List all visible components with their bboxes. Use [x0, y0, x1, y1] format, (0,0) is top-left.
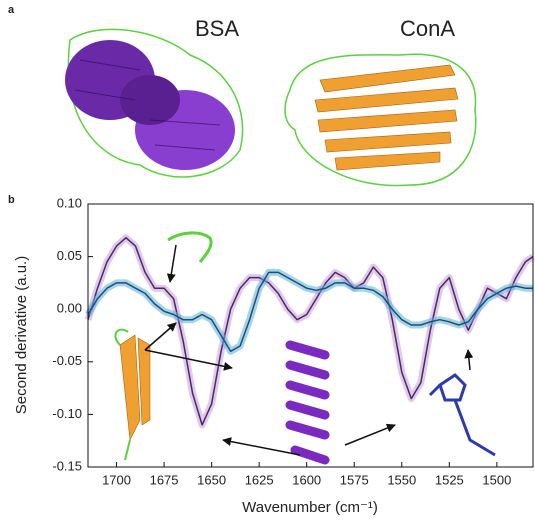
plot: -0.15 -0.10 -0.05 0.00 0.05 0.10 1700 1675 1650 1…	[52, 195, 535, 487]
x-tick-label: 1625	[245, 472, 274, 487]
x-tick-label: 1525	[435, 472, 464, 487]
y-tick-label: -0.05	[52, 353, 82, 368]
cona-structure	[284, 53, 477, 187]
structure-label: ConA	[400, 16, 455, 41]
x-tick-label: 1675	[150, 472, 179, 487]
y-tick-label: 0.00	[57, 301, 82, 316]
y-tick-label: -0.10	[52, 406, 82, 421]
y-tick-label: 0.10	[57, 195, 82, 210]
error-band	[84, 234, 535, 429]
plot-frame	[87, 203, 534, 468]
x-tick-label: 1700	[102, 472, 131, 487]
structure-label: BSA	[195, 16, 239, 41]
panel-label: b	[8, 194, 15, 206]
series-line	[87, 271, 533, 353]
y-tick-label: 0.05	[57, 248, 82, 263]
panel-label: a	[8, 4, 15, 16]
bsa-structure	[65, 28, 244, 178]
x-tick-label: 1500	[482, 472, 511, 487]
x-tick-label: 1650	[197, 472, 226, 487]
y-axis-label: Second derivative (a.u.)	[13, 256, 30, 414]
y-tick-label: -0.15	[52, 458, 82, 473]
x-axis-label: Wavenumber (cm⁻¹)	[242, 499, 378, 516]
x-tick-label: 1550	[387, 472, 416, 487]
x-tick-label: 1575	[340, 472, 369, 487]
structure-insets	[114, 231, 496, 465]
series-line	[87, 236, 534, 426]
x-tick-label: 1600	[292, 472, 321, 487]
